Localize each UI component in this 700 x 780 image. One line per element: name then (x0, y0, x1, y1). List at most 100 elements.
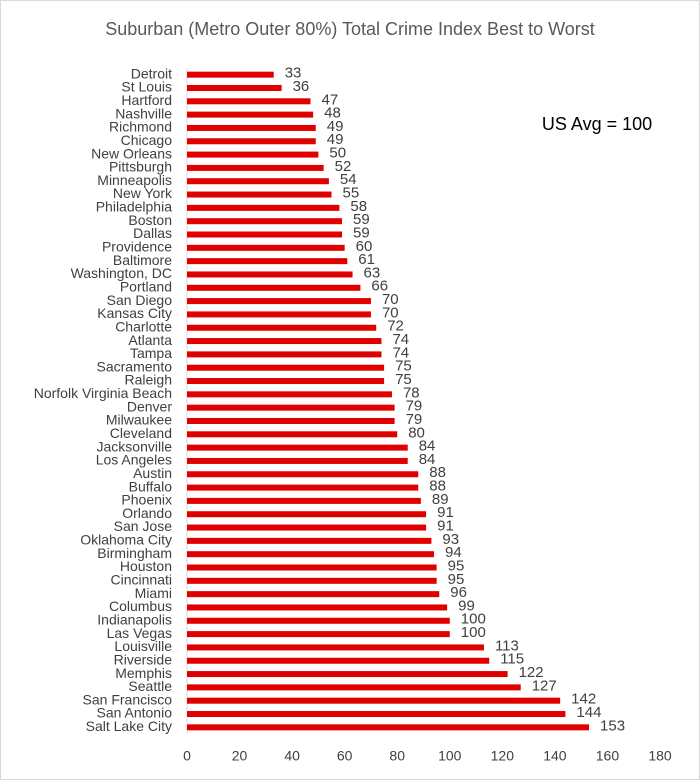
chart-title: Suburban (Metro Outer 80%) Total Crime I… (105, 19, 595, 39)
x-tick-label: 100 (438, 748, 462, 764)
y-tick-label: Nashville (115, 105, 172, 121)
bar (187, 711, 566, 718)
value-label: 91 (437, 504, 454, 521)
value-label: 70 (382, 291, 399, 308)
y-tick-label: Los Angeles (96, 452, 172, 468)
value-label: 95 (448, 571, 465, 588)
value-label: 74 (392, 344, 409, 361)
bar (187, 98, 311, 105)
value-label: 91 (437, 518, 454, 535)
bar (187, 258, 348, 265)
bar (187, 164, 324, 171)
value-label: 36 (293, 78, 310, 95)
y-tick-label: Cleveland (110, 425, 172, 441)
bar (187, 364, 385, 371)
bar (187, 604, 448, 611)
value-label: 61 (358, 251, 375, 268)
bar (187, 671, 508, 678)
value-label: 142 (571, 691, 596, 708)
value-label: 63 (364, 264, 381, 281)
bar (187, 564, 437, 571)
bar (187, 244, 345, 251)
bar (187, 657, 490, 664)
x-tick-label: 40 (284, 748, 300, 764)
bar (187, 684, 521, 691)
value-label: 100 (461, 624, 486, 641)
y-tick-label: Charlotte (115, 318, 172, 334)
value-label: 89 (432, 491, 449, 508)
y-tick-label: Columbus (109, 598, 172, 614)
value-label: 54 (340, 171, 357, 188)
value-label: 127 (532, 677, 557, 694)
bar (187, 644, 484, 651)
value-label: 70 (382, 304, 399, 321)
y-tick-label: Baltimore (113, 252, 172, 268)
value-label: 78 (403, 384, 420, 401)
y-tick-label: San Antonio (96, 705, 172, 721)
y-tick-label: Hartford (121, 92, 172, 108)
x-tick-label: 160 (596, 748, 620, 764)
value-label: 49 (327, 118, 344, 135)
bar (187, 724, 590, 731)
value-label: 153 (600, 717, 625, 734)
y-tick-label: San Diego (107, 292, 173, 308)
bar (187, 484, 419, 491)
value-label: 113 (495, 637, 519, 654)
y-tick-label: Austin (133, 465, 172, 481)
bar (187, 324, 377, 331)
bar (187, 84, 282, 91)
bar (187, 631, 450, 638)
value-label: 79 (406, 411, 423, 428)
y-tick-label: Indianapolis (97, 611, 172, 627)
y-tick-label: Seattle (128, 678, 172, 694)
y-tick-label: Providence (102, 239, 172, 255)
value-label: 75 (395, 371, 412, 388)
value-label: 80 (408, 424, 425, 441)
value-label: 94 (445, 544, 462, 561)
y-tick-label: Birmingham (97, 545, 172, 561)
value-label: 59 (353, 211, 370, 228)
bar (187, 204, 340, 211)
value-label: 48 (324, 105, 341, 122)
value-label: 55 (343, 185, 360, 202)
value-label: 115 (500, 651, 524, 668)
value-label: 84 (419, 438, 436, 455)
bar (187, 697, 561, 704)
y-tick-label: Tampa (130, 345, 172, 361)
bar (187, 457, 408, 464)
y-tick-label: Louisville (114, 638, 172, 654)
value-label: 99 (458, 597, 475, 614)
value-label: 47 (322, 91, 339, 108)
y-tick-label: Denver (127, 398, 172, 414)
x-tick-label: 140 (543, 748, 567, 764)
bar (187, 524, 427, 531)
bar (187, 191, 332, 198)
value-label: 84 (419, 451, 436, 468)
value-label: 74 (392, 331, 409, 348)
value-label: 72 (387, 318, 404, 335)
value-label: 88 (429, 464, 446, 481)
y-tick-label: Phoenix (121, 492, 172, 508)
value-label: 79 (406, 398, 423, 415)
x-tick-label: 120 (491, 748, 515, 764)
value-label: 50 (329, 145, 346, 162)
value-label: 49 (327, 131, 344, 148)
y-tick-label: New Orleans (91, 145, 172, 161)
y-tick-label: Cincinnati (111, 572, 172, 588)
y-tick-label: Detroit (131, 65, 172, 81)
y-tick-label: San Francisco (83, 691, 173, 707)
y-tick-label: San Jose (114, 518, 173, 534)
y-tick-label: Buffalo (129, 478, 173, 494)
bar (187, 111, 314, 118)
y-tick-label: Sacramento (97, 358, 173, 374)
x-tick-label: 80 (389, 748, 405, 764)
value-label: 95 (448, 557, 465, 574)
x-tick-label: 20 (232, 748, 248, 764)
bar (187, 511, 427, 518)
bar (187, 71, 274, 78)
y-tick-label: Las Vegas (107, 625, 172, 641)
value-label: 100 (461, 611, 486, 628)
y-tick-label: Pittsburgh (109, 159, 172, 175)
bar (187, 431, 398, 438)
